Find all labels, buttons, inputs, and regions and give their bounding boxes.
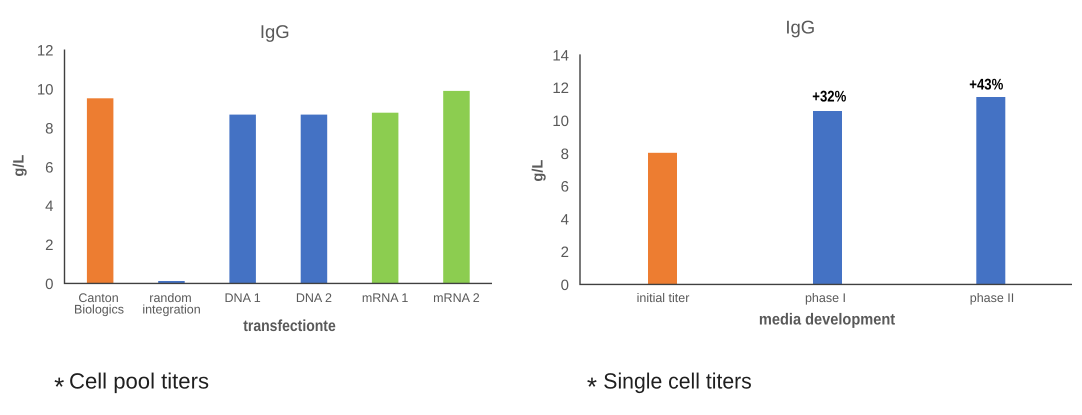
svg-text:Single cell titers: Single cell titers [603,369,752,394]
svg-text:phase I: phase I [805,291,846,305]
svg-text:10: 10 [37,82,54,99]
svg-text:DNA 2: DNA 2 [296,291,332,305]
svg-text:10: 10 [552,113,569,130]
svg-text:g/L: g/L [529,160,546,182]
svg-text:phase II: phase II [970,291,1014,305]
svg-text:random: random [149,291,191,305]
svg-text:2: 2 [561,244,569,261]
svg-text:6: 6 [45,159,53,176]
svg-text:g/L: g/L [10,155,27,177]
svg-text:IgG: IgG [785,16,815,37]
svg-text:4: 4 [45,198,53,215]
svg-text:Biologics: Biologics [74,302,124,316]
svg-text:Canton: Canton [78,291,118,305]
svg-text:IgG: IgG [260,21,290,42]
svg-text:8: 8 [561,146,569,163]
svg-text:2: 2 [45,237,53,254]
svg-text:Cell pool titers: Cell pool titers [69,369,209,394]
svg-text:6: 6 [561,179,569,196]
svg-text:mRNA 1: mRNA 1 [362,291,409,305]
svg-text:8: 8 [45,120,53,137]
svg-text:14: 14 [552,47,569,64]
svg-text:integration: integration [142,302,200,316]
svg-text:12: 12 [552,80,569,97]
svg-text:0: 0 [561,277,569,294]
svg-text:media development: media development [759,311,896,328]
svg-text:12: 12 [37,43,54,60]
svg-text:initial titer: initial titer [637,291,690,305]
svg-text:*: * [587,371,597,401]
svg-text:transfectionte: transfectionte [243,318,336,335]
svg-text:0: 0 [45,276,53,293]
svg-text:4: 4 [561,211,569,228]
svg-text:mRNA 2: mRNA 2 [433,291,480,305]
svg-text:*: * [54,371,64,401]
svg-text:DNA 1: DNA 1 [225,291,261,305]
svg-text:+43%: +43% [969,76,1003,93]
svg-text:+32%: +32% [812,88,846,105]
